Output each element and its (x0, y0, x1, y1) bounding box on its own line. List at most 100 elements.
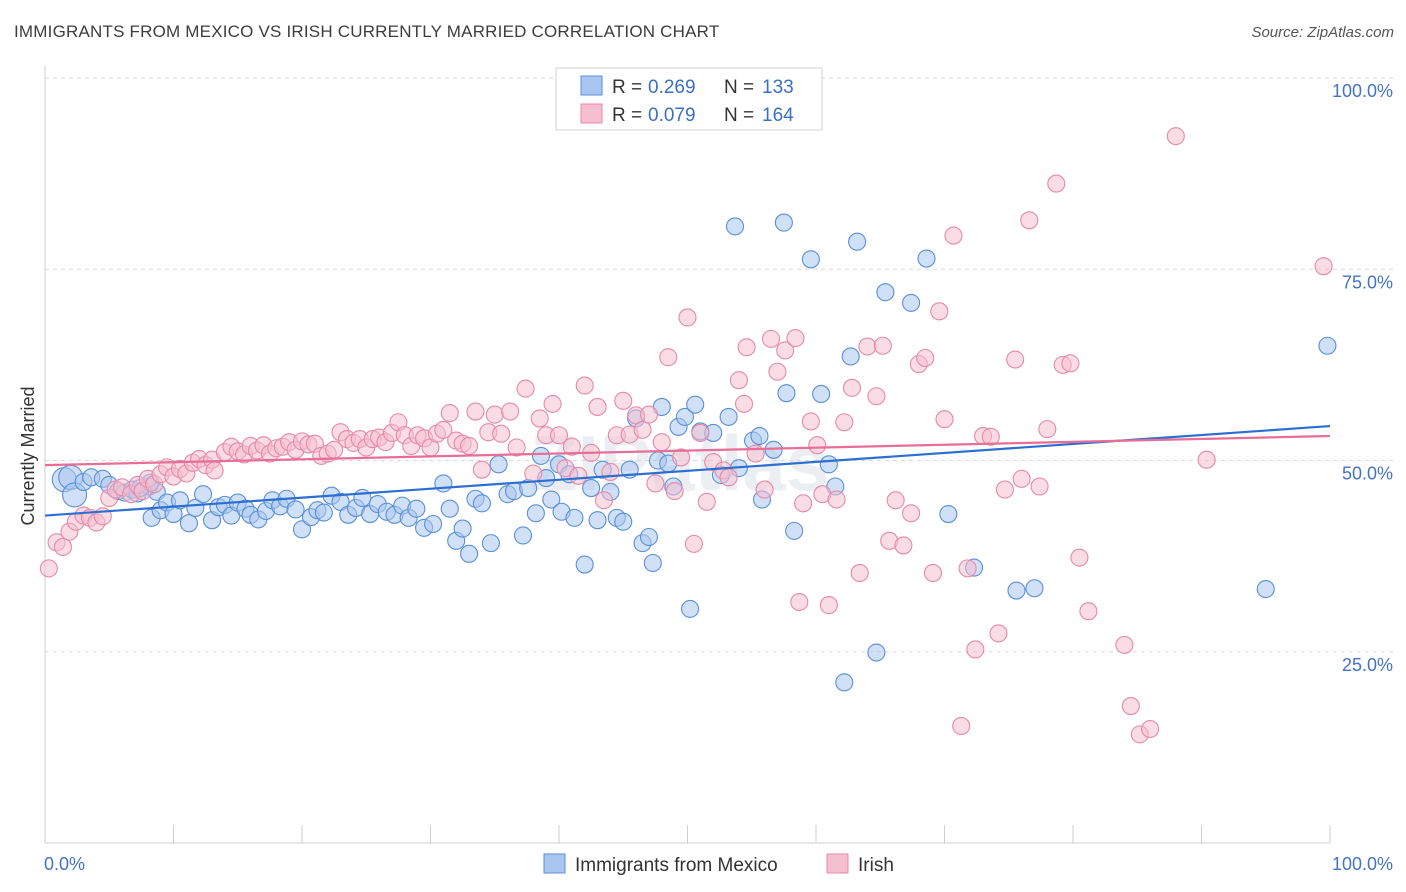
irish-point-154 (1115, 635, 1134, 654)
irish-point-86 (601, 462, 620, 482)
y-axis-label: Currently Married (18, 386, 38, 525)
y-tick-labels: 25.0% 50.0% 75.0% 100.0% (1332, 81, 1393, 675)
irish-point-85 (594, 491, 614, 510)
irish-point-97 (672, 448, 691, 467)
irish-point-73 (516, 379, 535, 398)
mexico-point-19 (170, 491, 189, 510)
irish-point-107 (737, 338, 756, 357)
irish-point-26 (205, 461, 224, 480)
irish-point-2 (53, 537, 73, 556)
mexico-point-76 (582, 478, 601, 498)
irish-point-99 (684, 534, 703, 553)
irish-point-124 (858, 337, 877, 356)
mexico-point-109 (812, 384, 831, 403)
mexico-point-94 (686, 395, 705, 414)
irish-point-72 (507, 438, 526, 457)
legend-swatch-irish (580, 103, 603, 124)
irish-point-94 (652, 433, 671, 452)
irish-point-65 (459, 436, 479, 456)
irish-point-132 (916, 348, 935, 368)
irish-point-144 (1006, 350, 1025, 369)
mexico-point-119 (939, 504, 958, 524)
irish-point-81 (569, 466, 588, 485)
legend-n-value-irish: 164 (762, 105, 794, 126)
irish-point-135 (935, 410, 954, 429)
bottom-legend-label-mexico: Immigrants from Mexico (575, 855, 778, 876)
mexico-point-65 (513, 526, 533, 545)
irish-point-152 (1070, 548, 1089, 567)
mexico-point-54 (434, 474, 453, 493)
irish-point-91 (633, 420, 652, 439)
legend-r-label-irish: R = (612, 105, 642, 126)
irish-point-134 (930, 302, 949, 321)
irish-point-158 (1166, 127, 1185, 146)
irish-point-159 (1197, 450, 1216, 469)
irish-point-113 (786, 329, 805, 348)
irish-point-70 (492, 424, 511, 443)
mexico-point-122 (1025, 579, 1044, 598)
y-tick-label-1: 50.0% (1342, 464, 1393, 484)
mexico-point-108 (801, 250, 820, 269)
irish-point-153 (1079, 602, 1098, 621)
irish-point-78 (549, 426, 569, 445)
irish-point-129 (894, 536, 913, 555)
irish-point-109 (755, 480, 774, 499)
irish-point-146 (1020, 211, 1039, 230)
legend-n-label-irish: N = (724, 105, 754, 126)
chart-source: Source: ZipAtlas.com (1251, 24, 1394, 41)
top-legend: R = 0.269 N = 133 R = 0.079 N = 164 (555, 67, 823, 131)
irish-point-145 (1012, 469, 1031, 488)
irish-point-88 (614, 391, 633, 410)
mexico-point-61 (481, 534, 500, 553)
legend-n-value-mexico: 133 (762, 77, 794, 98)
irish-point-75 (530, 409, 549, 428)
mexico-point-121 (1007, 581, 1026, 600)
mexico-point-98 (719, 407, 738, 426)
mexico-point-74 (565, 508, 584, 527)
x-tick-labels: 0.0% 100.0% (44, 854, 1393, 874)
irish-point-114 (790, 592, 809, 612)
mexico-point-75 (575, 555, 594, 574)
mexico-point-116 (876, 283, 895, 302)
irish-point-122 (842, 378, 862, 397)
mexico-point-93 (681, 599, 700, 618)
irish-point-147 (1030, 477, 1049, 496)
irish-point-77 (543, 394, 562, 413)
mexico-point-70 (542, 490, 561, 509)
mexico-point-60 (472, 494, 491, 513)
mexico-point-58 (459, 544, 479, 563)
irish-point-137 (952, 716, 971, 736)
trend-lines (44, 424, 1331, 517)
mexico-point-35 (286, 500, 305, 519)
mexico-point-20 (179, 514, 198, 533)
mexico-point-62 (489, 455, 508, 474)
mexico-point-118 (917, 249, 936, 268)
irish-point-62 (440, 404, 459, 423)
irish-point-133 (923, 563, 942, 583)
mexico-point-112 (835, 673, 854, 692)
mexico-point-21 (186, 498, 205, 517)
irish-point-151 (1061, 354, 1080, 373)
irish-point-120 (827, 490, 846, 509)
mexico-point-102 (750, 426, 769, 446)
irish-point-157 (1141, 719, 1160, 739)
mexico-point-100 (725, 217, 745, 236)
irish-point-93 (646, 474, 665, 493)
irish-point-149 (1047, 174, 1066, 193)
irish-point-92 (639, 405, 659, 424)
mexico-point-105 (774, 213, 793, 232)
irish-point-138 (958, 559, 977, 578)
bottom-legend-swatch-irish (826, 853, 849, 874)
irish-point-142 (989, 624, 1008, 643)
irish-point-111 (768, 362, 787, 381)
irish-point-101 (697, 492, 716, 511)
irish-point-126 (873, 336, 892, 355)
chart-title: IMMIGRANTS FROM MEXICO VS IRISH CURRENTL… (14, 22, 720, 41)
irish-point-67 (472, 460, 491, 479)
mexico-point-39 (314, 503, 333, 522)
bottom-legend-swatch-mexico (543, 853, 566, 874)
mexico-point-114 (848, 232, 867, 251)
irish-point-98 (678, 308, 697, 327)
irish-point-110 (761, 329, 781, 348)
mexico-point-123 (1256, 579, 1275, 599)
